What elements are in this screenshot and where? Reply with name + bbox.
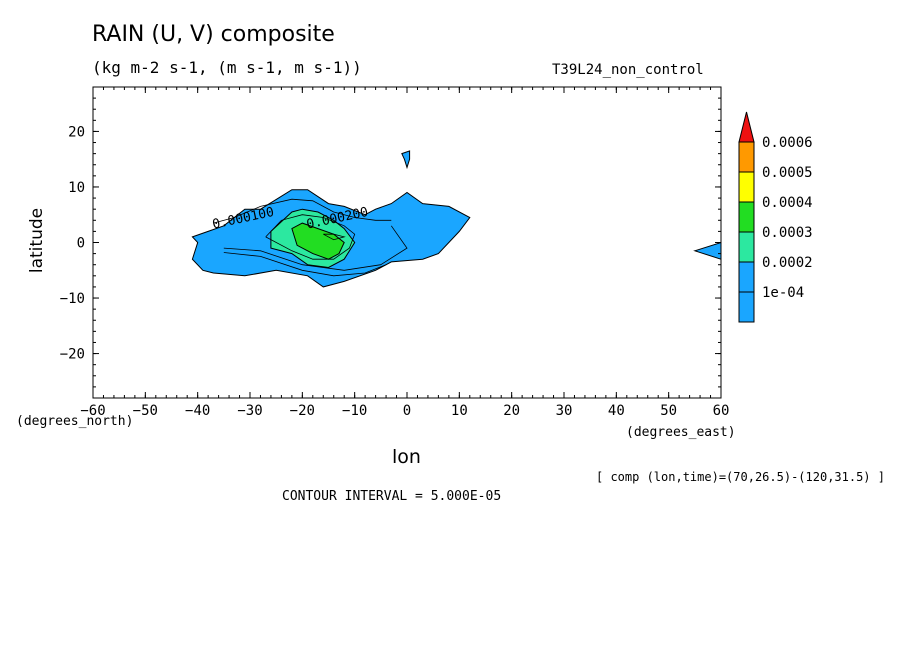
composite-footnote: [ comp (lon,time)=(70,26.5)-(120,31.5) ] xyxy=(596,470,885,484)
legend-label-5: 0.0006 xyxy=(762,135,813,151)
contour-region-4 xyxy=(291,222,345,260)
y-axis-units: (degrees_north) xyxy=(16,414,134,429)
x-tick-label-2: −40 xyxy=(185,403,210,419)
contour-line-0 xyxy=(213,198,392,224)
y-tick-label-2: 0 xyxy=(77,236,85,252)
y-axis-label: latitude xyxy=(27,208,47,273)
x-tick-label-6: 0 xyxy=(403,403,411,419)
x-tick-label-1: −50 xyxy=(133,403,158,419)
x-tick-label-4: −20 xyxy=(290,403,315,419)
x-tick-label-5: −10 xyxy=(342,403,367,419)
contour-interval-label: CONTOUR INTERVAL = 5.000E-05 xyxy=(282,489,502,504)
x-axis-label: lon xyxy=(392,446,421,468)
legend-label-2: 0.0003 xyxy=(762,225,813,241)
x-tick-label-9: 30 xyxy=(556,403,573,419)
legend-swatch-2 xyxy=(738,231,755,263)
chart-title: RAIN (U, V) composite xyxy=(92,22,335,47)
x-tick-label-10: 40 xyxy=(608,403,625,419)
legend-label-1: 0.0002 xyxy=(762,255,813,271)
legend-swatch-5 xyxy=(738,141,755,173)
run-name: T39L24_non_control xyxy=(552,62,704,78)
chart-subtitle: (kg m-2 s-1, (m s-1, m s-1)) xyxy=(92,58,362,77)
contour-line-1 xyxy=(223,225,408,271)
legend-swatch-4 xyxy=(738,171,755,203)
x-tick-label-0: −60 xyxy=(80,403,105,419)
x-tick-label-3: −30 xyxy=(237,403,262,419)
legend-swatch-1 xyxy=(738,261,755,293)
x-tick-label-7: 10 xyxy=(451,403,468,419)
legend-cap xyxy=(738,111,755,143)
legend-label-3: 0.0004 xyxy=(762,195,813,211)
x-tick-label-12: 60 xyxy=(713,403,730,419)
legend-swatch-0 xyxy=(738,291,755,323)
x-axis-units: (degrees_east) xyxy=(626,425,736,440)
legend-label-4: 0.0005 xyxy=(762,165,813,181)
contour-line-3 xyxy=(265,214,356,260)
contour-line-4 xyxy=(323,233,346,241)
x-tick-label-8: 20 xyxy=(503,403,520,419)
y-tick-label-3: 10 xyxy=(68,180,85,196)
legend-label-0: 1e-04 xyxy=(762,285,804,301)
y-tick-label-4: 20 xyxy=(68,124,85,140)
contour-region-2 xyxy=(693,241,722,260)
x-tick-label-11: 50 xyxy=(660,403,677,419)
y-tick-label-0: −20 xyxy=(60,347,85,363)
contour-region-1 xyxy=(401,150,411,170)
contour-line-2 xyxy=(223,252,387,277)
legend-swatch-3 xyxy=(738,201,755,233)
y-tick-label-1: −10 xyxy=(60,291,85,307)
